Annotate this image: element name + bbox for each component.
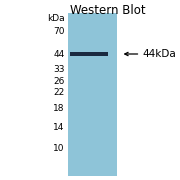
Text: Western Blot: Western Blot [70,4,146,17]
Text: 26: 26 [53,77,65,86]
Bar [70,52,108,56]
Text: 44kDa: 44kDa [142,49,176,59]
Text: 70: 70 [53,27,65,36]
Bar [68,13,117,176]
Text: 18: 18 [53,104,65,113]
Text: 33: 33 [53,65,65,74]
Text: 44: 44 [54,50,65,59]
Text: 14: 14 [53,123,65,132]
Text: 22: 22 [54,88,65,97]
Text: 10: 10 [53,144,65,153]
Text: kDa: kDa [47,14,65,23]
